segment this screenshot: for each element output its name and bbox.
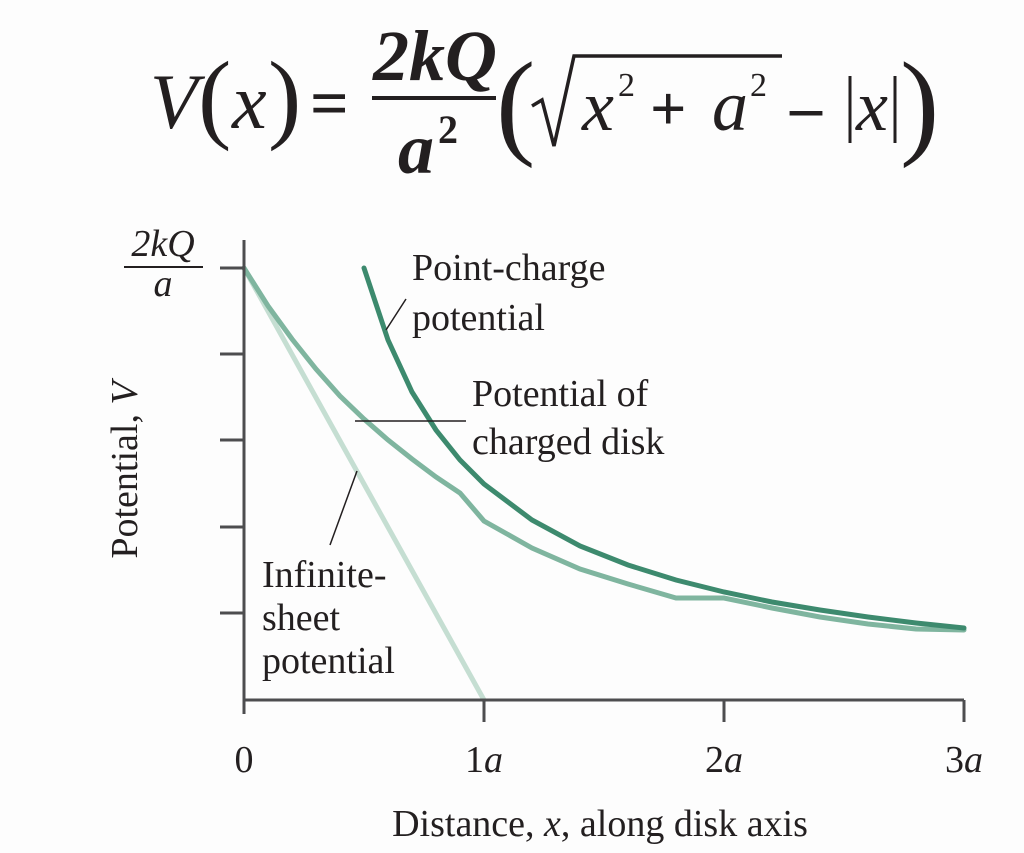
label-charged-disk-1: Potential of	[472, 373, 649, 415]
x-tick-0: 0	[235, 739, 254, 781]
series-charged-disk	[241, 265, 967, 633]
series-point-charge	[361, 265, 967, 631]
label-point-charge-2: potential	[412, 297, 545, 339]
formula-rad-x: x	[581, 66, 614, 146]
formula-big-paren-open: (	[496, 38, 535, 169]
series-infinite-sheet	[241, 265, 487, 703]
formula-rad-a: a	[712, 66, 748, 146]
formula-rad-x-exp: 2	[618, 67, 635, 104]
y-top-label-denominator: a	[154, 263, 173, 305]
formula-numerator: 2kQ	[372, 18, 497, 96]
x-tick-3a: 3a	[945, 739, 983, 781]
x-axis-title: Distance, x, along disk axis	[392, 803, 808, 845]
leader-infinite-sheet	[329, 470, 358, 546]
formula-v: V	[150, 58, 206, 145]
formula-equals: =	[310, 65, 349, 141]
y-top-label-numerator: 2kQ	[131, 223, 194, 265]
formula-rad-a-exp: 2	[750, 67, 767, 104]
label-point-charge-1: Point-charge	[412, 247, 605, 289]
formula: V ( x ) = 2kQ a 2 ( x 2 + a 2 – x )	[150, 16, 950, 189]
formula-big-paren-close: )	[900, 38, 939, 169]
y-axis-title: Potential, V	[104, 378, 146, 559]
formula-paren-close: )	[268, 41, 301, 152]
label-charged-disk-2: charged disk	[472, 421, 664, 463]
label-infinite-sheet-2: sheet	[262, 597, 341, 639]
x-tick-1a: 1a	[465, 739, 503, 781]
label-infinite-sheet-1: Infinite-	[262, 554, 387, 596]
formula-abs-x: x	[855, 66, 888, 146]
formula-x: x	[231, 58, 267, 145]
y-ticks	[220, 266, 244, 615]
x-tick-2a: 2a	[705, 739, 743, 781]
leader-point-charge	[385, 298, 407, 331]
x-ticks	[482, 700, 966, 722]
label-infinite-sheet-3: potential	[262, 640, 395, 682]
formula-paren-open: (	[198, 41, 231, 152]
formula-minus: –	[789, 71, 823, 142]
formula-denominator-a: a	[398, 109, 434, 188]
sqrt-icon	[531, 54, 782, 147]
formula-plus: +	[650, 73, 686, 144]
formula-denominator-exp: 2	[438, 107, 458, 152]
